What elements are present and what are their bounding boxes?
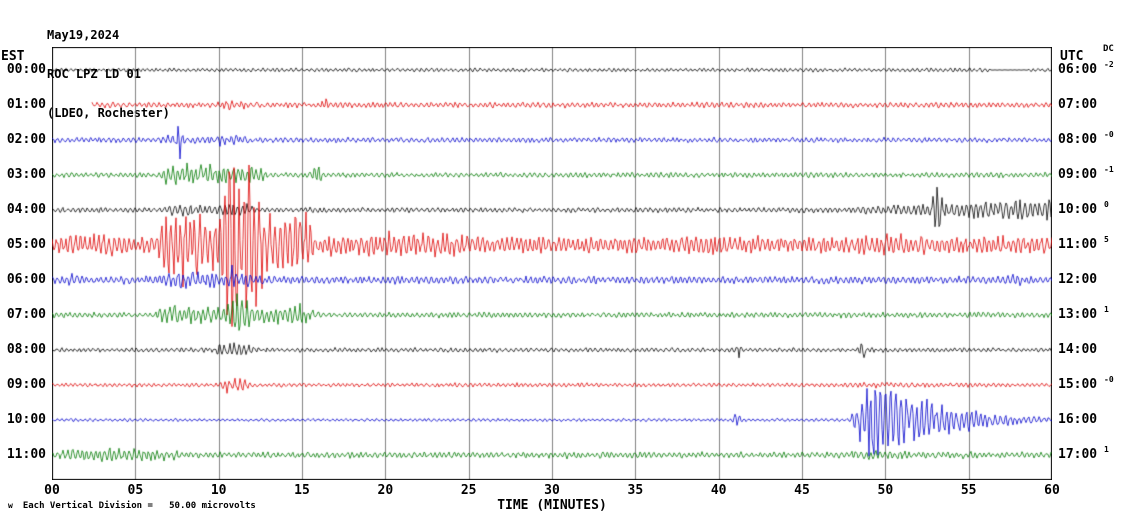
scale-note: Each Vertical Division = 50.00 microvolt… — [22, 501, 256, 511]
utc-axis-label: UTC — [1060, 49, 1084, 64]
x-tick-label: 20 — [377, 483, 394, 498]
est-time-label: 02:00 — [6, 132, 46, 147]
est-time-label: 05:00 — [6, 237, 46, 252]
est-time-label: 07:00 — [6, 307, 46, 322]
est-time-label: 03:00 — [6, 167, 46, 182]
dc-value: -0 — [1104, 375, 1114, 384]
utc-time-label: 06:00 — [1058, 62, 1098, 77]
utc-time-label: 10:00 — [1058, 202, 1098, 217]
dc-value: 1 — [1104, 305, 1109, 314]
x-tick-label: 25 — [460, 483, 477, 498]
utc-time-label: 14:00 — [1058, 342, 1098, 357]
utc-time-label: 15:00 — [1058, 377, 1098, 392]
utc-time-label: 07:00 — [1058, 97, 1098, 112]
dc-value: -1 — [1104, 165, 1114, 174]
x-axis-title: TIME (MINUTES) — [497, 498, 607, 513]
x-tick-label: 15 — [294, 483, 310, 498]
est-time-label: 04:00 — [6, 202, 46, 217]
dc-value: 0 — [1104, 200, 1109, 209]
date-label: May19,2024 — [47, 28, 120, 42]
x-tick-label: 50 — [877, 483, 894, 498]
x-tick-label: 30 — [544, 483, 560, 498]
est-axis-label: EST — [1, 49, 25, 64]
dc-value: -2 — [1104, 60, 1114, 69]
dc-value: 1 — [1104, 445, 1109, 454]
x-tick-label: 00 — [44, 483, 60, 498]
utc-time-label: 12:00 — [1058, 272, 1098, 287]
x-tick-label: 40 — [710, 483, 727, 498]
scale-marker: w — [8, 501, 13, 510]
est-time-label: 11:00 — [6, 447, 46, 462]
x-tick-label: 55 — [960, 483, 977, 498]
scale-footnote: w Each Vertical Division = 50.00 microvol… — [8, 501, 256, 511]
x-tick-label: 60 — [1044, 483, 1060, 498]
x-tick-label: 45 — [794, 483, 810, 498]
dc-axis-label: DC — [1103, 44, 1114, 54]
est-time-label: 09:00 — [6, 377, 46, 392]
est-time-label: 08:00 — [6, 342, 46, 357]
utc-time-label: 16:00 — [1058, 412, 1098, 427]
x-tick-label: 35 — [627, 483, 644, 498]
utc-time-label: 17:00 — [1058, 447, 1098, 462]
est-time-label: 06:00 — [6, 272, 46, 287]
trace-canvas — [52, 47, 1052, 480]
est-time-label: 10:00 — [6, 412, 46, 427]
dc-value: -0 — [1104, 130, 1114, 139]
utc-time-label: 08:00 — [1058, 132, 1098, 147]
x-tick-label: 10 — [210, 483, 227, 498]
utc-time-label: 09:00 — [1058, 167, 1098, 182]
dc-value: 5 — [1104, 235, 1109, 244]
x-tick-label: 05 — [127, 483, 144, 498]
est-time-label: 00:00 — [6, 62, 46, 77]
utc-time-label: 11:00 — [1058, 237, 1098, 252]
est-time-label: 01:00 — [6, 97, 46, 112]
utc-time-label: 13:00 — [1058, 307, 1098, 322]
